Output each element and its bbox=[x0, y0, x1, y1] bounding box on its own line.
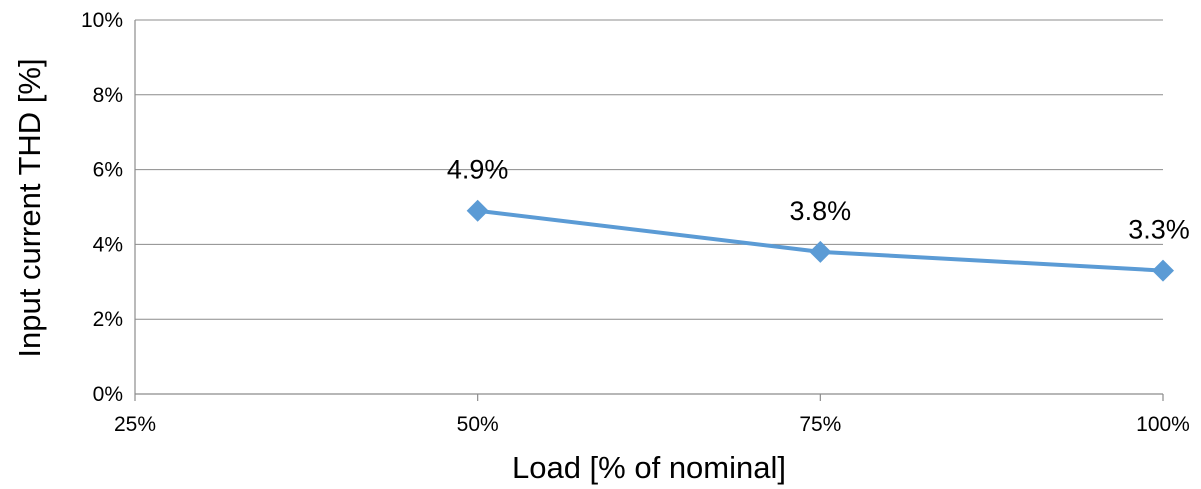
y-tick-label: 0% bbox=[93, 383, 123, 406]
axes bbox=[134, 20, 1164, 401]
x-tick-label: 75% bbox=[799, 413, 841, 436]
x-tick-label: 100% bbox=[1136, 413, 1190, 436]
x-tick-label: 50% bbox=[457, 413, 499, 436]
data-point-marker bbox=[809, 240, 832, 263]
y-gridlines bbox=[135, 19, 1163, 320]
y-axis-title: Input current THD [%] bbox=[12, 58, 47, 357]
data-label: 3.3% bbox=[1128, 215, 1190, 245]
x-tick-label: 25% bbox=[114, 413, 156, 436]
data-labels: 4.9% 3.8% 3.3% bbox=[447, 155, 1190, 245]
data-point-marker bbox=[466, 199, 489, 222]
data-label: 3.8% bbox=[790, 196, 852, 226]
y-tick-label: 6% bbox=[93, 159, 123, 182]
data-label: 4.9% bbox=[447, 155, 509, 185]
data-point-marker bbox=[1152, 259, 1174, 282]
y-tick-labels: 0% 2% 4% 6% 8% 10% bbox=[81, 9, 123, 406]
y-tick-label: 10% bbox=[81, 9, 123, 32]
y-tick-label: 2% bbox=[93, 308, 123, 331]
y-tick-label: 8% bbox=[93, 84, 123, 107]
x-tick-labels: 25% 50% 75% 100% bbox=[114, 413, 1190, 436]
x-axis-title: Load [% of nominal] bbox=[512, 450, 786, 485]
series bbox=[466, 199, 1174, 282]
y-tick-label: 4% bbox=[93, 233, 123, 256]
